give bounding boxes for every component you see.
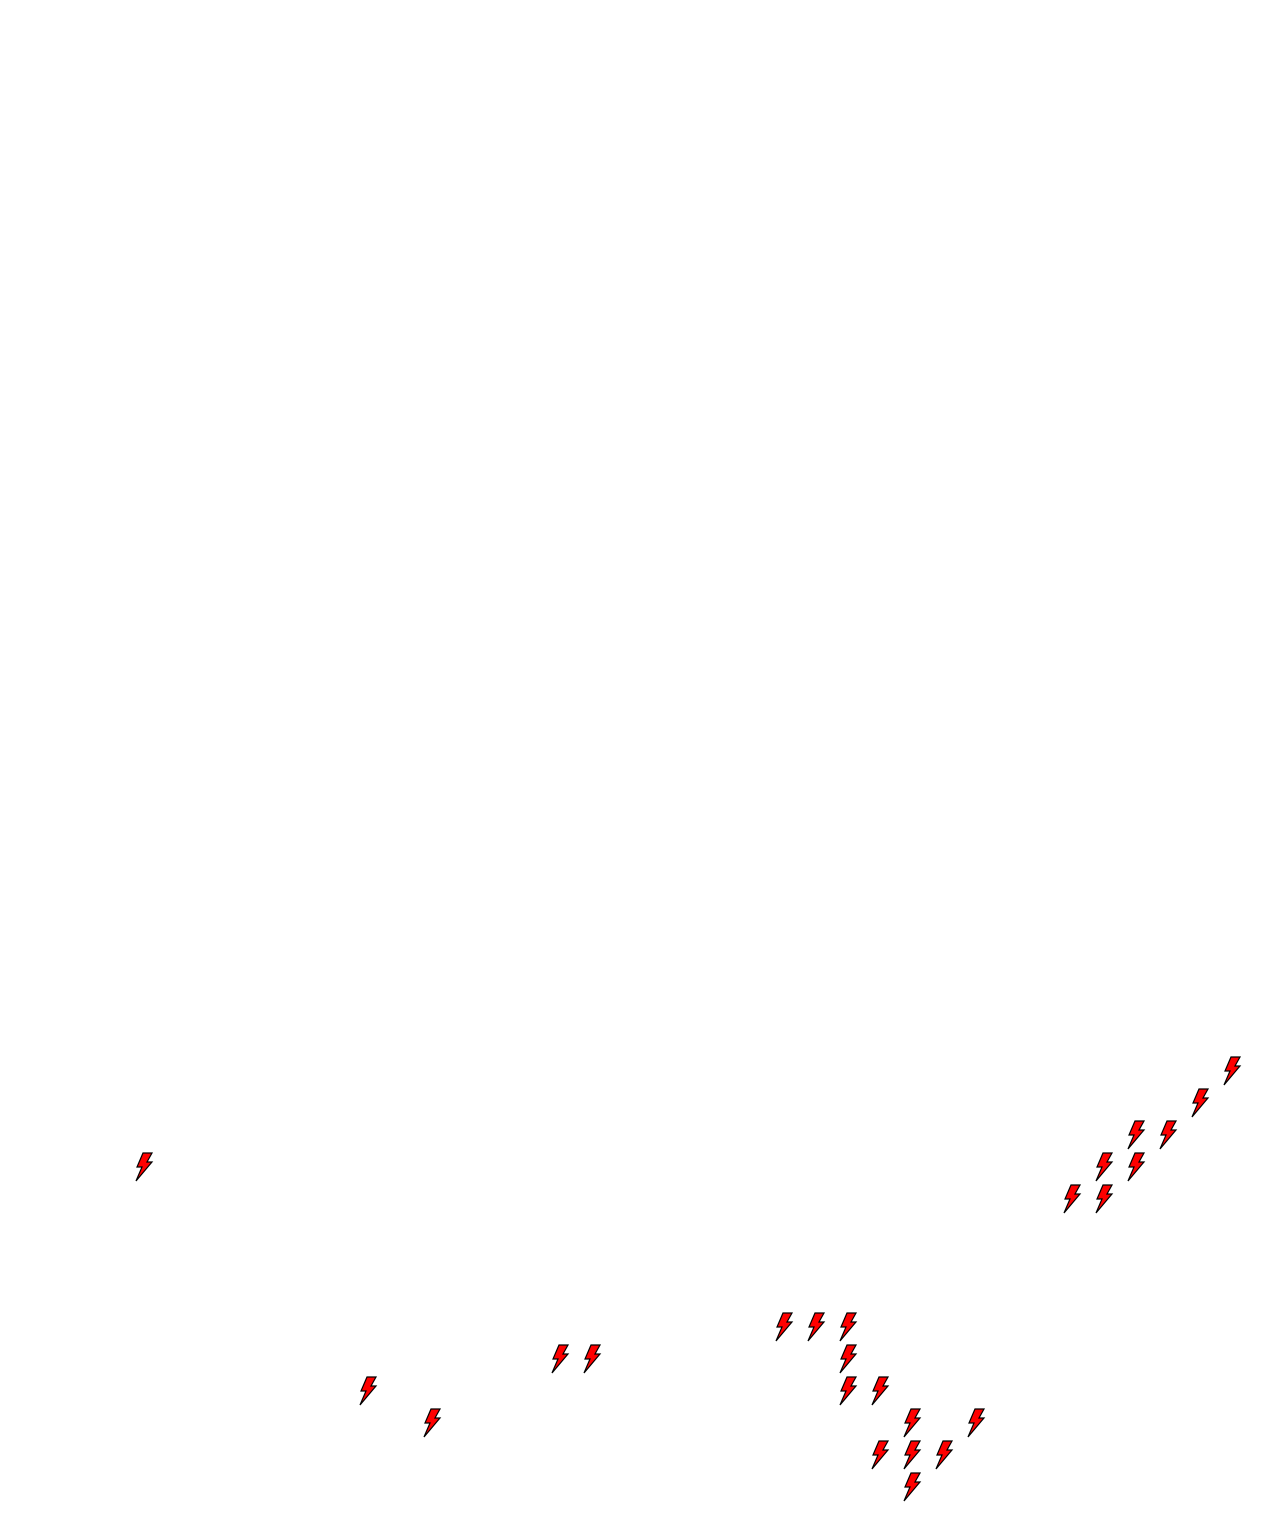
lightning-bolt-icon xyxy=(1191,1088,1210,1118)
lightning-bolt-icon xyxy=(583,1344,602,1374)
lightning-bolt-icon xyxy=(1223,1056,1242,1086)
map-marker[interactable] xyxy=(1062,1184,1082,1214)
lightning-bolt-icon xyxy=(871,1440,890,1470)
lightning-bolt-icon xyxy=(839,1376,858,1406)
map-marker[interactable] xyxy=(838,1376,858,1406)
map-marker[interactable] xyxy=(902,1408,922,1438)
map-marker[interactable] xyxy=(966,1408,986,1438)
map-marker[interactable] xyxy=(1190,1088,1210,1118)
map-marker[interactable] xyxy=(422,1408,442,1438)
map-marker[interactable] xyxy=(902,1472,922,1502)
lightning-bolt-icon xyxy=(935,1440,954,1470)
lightning-bolt-icon xyxy=(903,1440,922,1470)
map-marker[interactable] xyxy=(838,1344,858,1374)
map-marker[interactable] xyxy=(934,1440,954,1470)
map-marker[interactable] xyxy=(870,1376,890,1406)
lightning-bolt-icon xyxy=(1159,1120,1178,1150)
lightning-bolt-icon xyxy=(1095,1184,1114,1214)
map-marker[interactable] xyxy=(1126,1120,1146,1150)
map-marker[interactable] xyxy=(870,1440,890,1470)
map-marker[interactable] xyxy=(1126,1152,1146,1182)
map-marker[interactable] xyxy=(902,1440,922,1470)
map-marker[interactable] xyxy=(1094,1184,1114,1214)
lightning-bolt-icon xyxy=(135,1152,154,1182)
lightning-bolt-icon xyxy=(1063,1184,1082,1214)
map-marker[interactable] xyxy=(582,1344,602,1374)
lightning-bolt-icon xyxy=(807,1312,826,1342)
lightning-bolt-icon xyxy=(903,1408,922,1438)
lightning-bolt-icon xyxy=(551,1344,570,1374)
lightning-bolt-icon xyxy=(967,1408,986,1438)
map-marker[interactable] xyxy=(1222,1056,1242,1086)
map-marker[interactable] xyxy=(358,1376,378,1406)
map-marker[interactable] xyxy=(774,1312,794,1342)
lightning-bolt-icon xyxy=(1127,1120,1146,1150)
lightning-bolt-icon xyxy=(423,1408,442,1438)
lightning-bolt-icon xyxy=(839,1312,858,1342)
lightning-bolt-icon xyxy=(1095,1152,1114,1182)
lightning-bolt-icon xyxy=(903,1472,922,1502)
lightning-bolt-icon xyxy=(871,1376,890,1406)
map-marker[interactable] xyxy=(806,1312,826,1342)
lightning-bolt-icon xyxy=(1127,1152,1146,1182)
lightning-bolt-icon xyxy=(839,1344,858,1374)
map-marker[interactable] xyxy=(1158,1120,1178,1150)
map-marker[interactable] xyxy=(134,1152,154,1182)
lightning-bolt-icon xyxy=(359,1376,378,1406)
map-marker[interactable] xyxy=(838,1312,858,1342)
map-marker[interactable] xyxy=(1094,1152,1114,1182)
lightning-bolt-icon xyxy=(775,1312,794,1342)
map-marker[interactable] xyxy=(550,1344,570,1374)
